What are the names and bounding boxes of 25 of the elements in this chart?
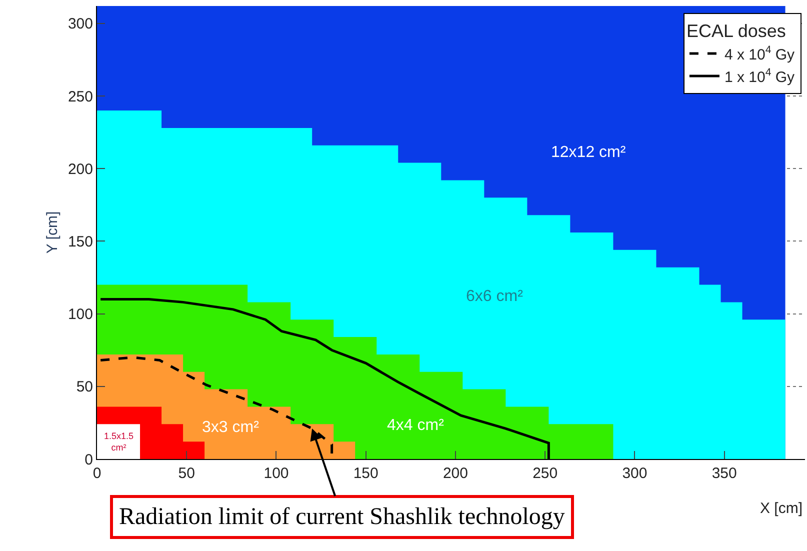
- x-tick-label: 300: [622, 465, 648, 482]
- annotation: Radiation limit of current Shashlik technology: [119, 504, 565, 530]
- y-tick-label: 50: [76, 378, 93, 396]
- x-tick-label: 150: [353, 465, 378, 482]
- annotation: 6x6 cm²: [466, 288, 524, 305]
- y-tick-label: 300: [68, 16, 93, 33]
- x-tick-label: 100: [264, 465, 289, 482]
- annotation: 3x3 cm²: [202, 419, 260, 436]
- x-tick-label: 200: [442, 465, 468, 482]
- annotation: 4x4 cm²: [387, 417, 445, 434]
- y-axis-title: Y [cm]: [44, 211, 62, 254]
- annotation: 1.5x1.5 cm²: [104, 431, 134, 453]
- y-tick-label: 200: [68, 160, 93, 178]
- legend-label: 4 x 10$^{4}$ Gy: [724, 44, 796, 64]
- y-tick-label: 100: [68, 306, 93, 324]
- x-tick-label: 350: [712, 465, 737, 482]
- x-tick-label: 250: [532, 465, 558, 482]
- x-axis-title: X [cm]: [760, 500, 803, 517]
- y-tick-label: 0: [84, 451, 93, 468]
- legend-title: ECAL doses: [686, 21, 786, 42]
- annotation: 12x12 cm²: [551, 144, 626, 161]
- y-tick-label: 250: [68, 88, 93, 106]
- y-tick-label: 150: [68, 233, 93, 250]
- legend-label: 1 x 10$^{4}$ Gy: [724, 66, 796, 86]
- x-tick-label: 50: [178, 465, 195, 482]
